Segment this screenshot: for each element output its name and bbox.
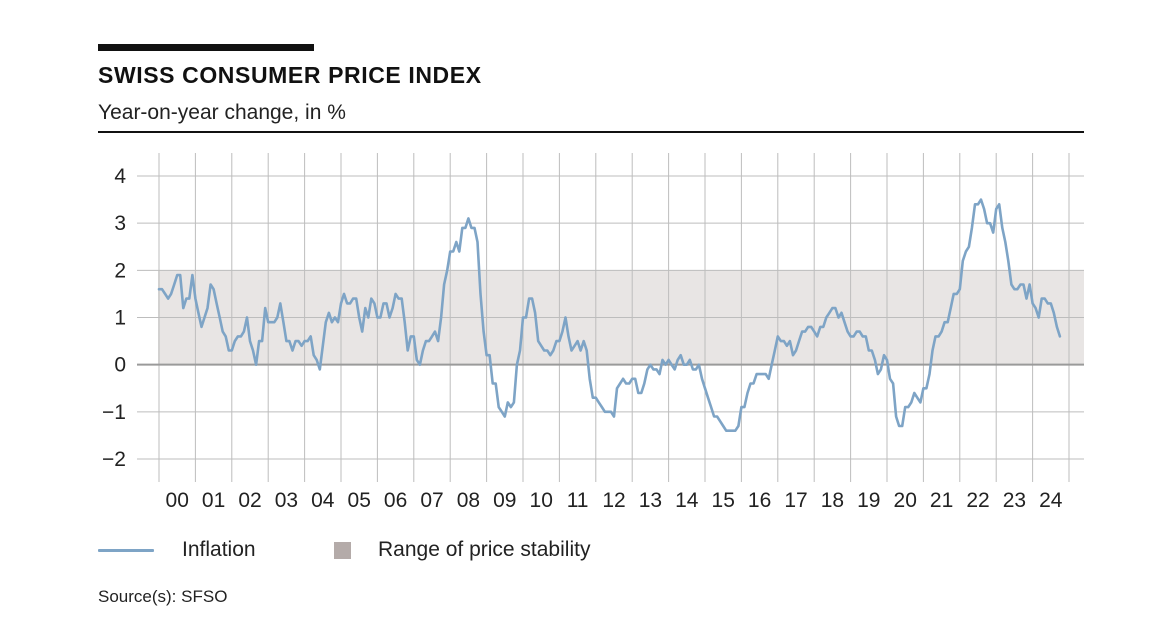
x-tick-label: 01 <box>202 489 225 512</box>
x-tick-label: 14 <box>675 489 699 512</box>
chart-title: SWISS CONSUMER PRICE INDEX <box>98 62 482 88</box>
x-tick-label: 23 <box>1003 489 1026 512</box>
x-tick-label: 02 <box>238 489 261 512</box>
inflation-series-line <box>157 198 1062 433</box>
source-note: Source(s): SFSO <box>98 587 228 606</box>
x-tick-label: 05 <box>348 489 371 512</box>
x-tick-label: 16 <box>748 489 771 512</box>
x-tick-label: 21 <box>930 489 953 512</box>
x-tick-label: 20 <box>894 489 917 512</box>
y-tick-label: 2 <box>114 259 126 282</box>
x-tick-label: 12 <box>602 489 625 512</box>
chart-subtitle: Year-on-year change, in % <box>98 101 346 124</box>
y-tick-label: 3 <box>114 212 126 235</box>
legend-label-price-stability: Range of price stability <box>378 538 591 561</box>
header-rule <box>98 131 1084 133</box>
legend-label-inflation: Inflation <box>182 538 256 561</box>
x-tick-label: 24 <box>1039 489 1063 512</box>
x-tick-label: 10 <box>530 489 553 512</box>
x-tick-label: 03 <box>275 489 298 512</box>
x-tick-label: 00 <box>166 489 189 512</box>
x-tick-label: 13 <box>639 489 662 512</box>
x-tick-label: 22 <box>966 489 989 512</box>
x-tick-label: 06 <box>384 489 407 512</box>
x-tick-label: 17 <box>784 489 807 512</box>
legend-item-inflation: Inflation <box>98 538 256 562</box>
x-tick-label: 09 <box>493 489 516 512</box>
legend-swatch-marker <box>334 541 351 559</box>
legend-line-marker <box>98 548 154 552</box>
y-tick-label: −1 <box>102 401 126 424</box>
y-tick-label: 0 <box>114 354 126 377</box>
title-accent-bar <box>98 44 314 51</box>
x-tick-label: 18 <box>821 489 844 512</box>
legend-item-price-stability: Range of price stability <box>334 538 590 562</box>
x-tick-label: 15 <box>712 489 735 512</box>
x-tick-label: 19 <box>857 489 880 512</box>
x-tick-label: 11 <box>567 489 589 512</box>
x-tick-label: 07 <box>420 489 443 512</box>
y-tick-label: 1 <box>114 307 126 330</box>
y-tick-label: −2 <box>102 448 126 471</box>
x-tick-label: 04 <box>311 489 335 512</box>
y-tick-label: 4 <box>114 165 126 188</box>
x-tick-label: 08 <box>457 489 480 512</box>
